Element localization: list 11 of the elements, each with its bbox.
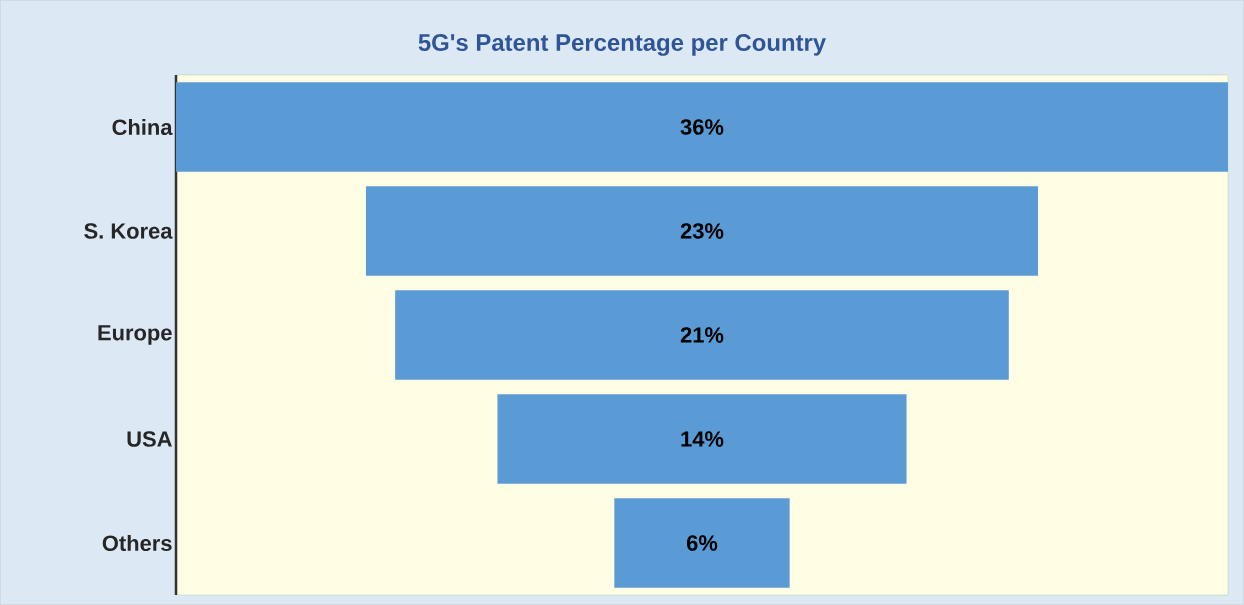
text: 5G's Patent Percentage per Country — [418, 34, 826, 56]
data-label: 21% — [680, 327, 724, 343]
category-label: Others — [102, 534, 172, 552]
data-label: 23% — [680, 223, 724, 239]
category-label: S. Korea — [84, 223, 173, 239]
category-label: China — [112, 118, 173, 136]
category-label: USA — [127, 431, 172, 447]
data-label: 14% — [681, 431, 724, 447]
category-label: Europe — [98, 325, 172, 345]
data-label: 6% — [686, 535, 718, 551]
data-label: 36% — [680, 119, 724, 135]
